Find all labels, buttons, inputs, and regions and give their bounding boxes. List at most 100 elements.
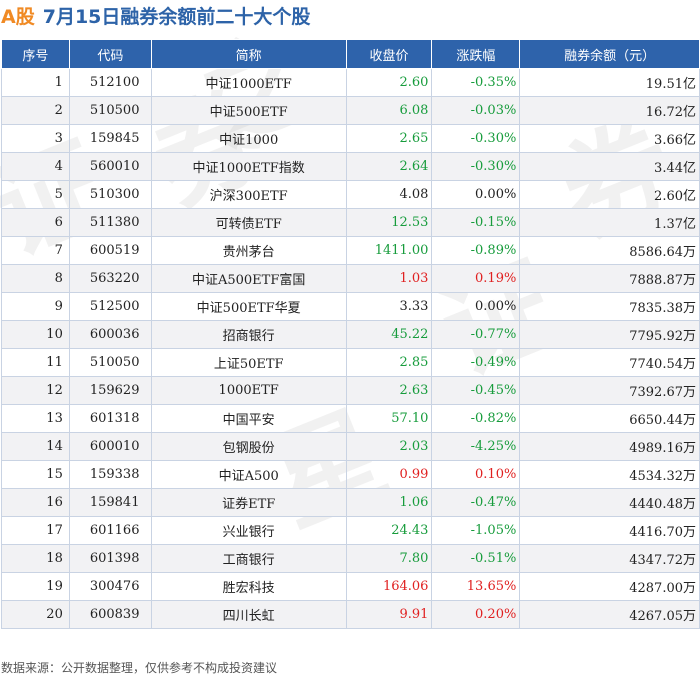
- stock-name: 中证500ETF: [150, 96, 347, 125]
- row-index: 3: [1, 124, 70, 153]
- stock-name: 可转债ETF: [150, 208, 347, 237]
- stock-code: 510300: [68, 180, 152, 209]
- stock-code: 159845: [68, 124, 152, 153]
- table-row: 7 600519 贵州茅台 1411.00 -0.89% 8586.64万: [1, 236, 700, 265]
- short-balance: 4416.70万: [519, 516, 700, 545]
- stock-name: 工商银行: [150, 544, 347, 573]
- table-row: 2 510500 中证500ETF 6.08 -0.03% 16.72亿: [1, 96, 700, 125]
- stock-name: 胜宏科技: [150, 572, 347, 601]
- column-header-change: 涨跌幅: [431, 39, 521, 69]
- short-balance: 19.51亿: [519, 68, 700, 97]
- column-header-short-balance: 融券余额（元）: [519, 39, 700, 69]
- price-change: -4.25%: [431, 432, 521, 461]
- stock-code: 601166: [68, 516, 152, 545]
- close-price: 3.33: [345, 292, 433, 321]
- short-balance: 4440.48万: [519, 488, 700, 517]
- row-index: 2: [1, 96, 70, 125]
- stock-code: 510050: [68, 348, 152, 377]
- short-balance: 7740.54万: [519, 348, 700, 377]
- stock-code: 563220: [68, 264, 152, 293]
- stock-code: 560010: [68, 152, 152, 181]
- stock-name: 中国平安: [150, 404, 347, 433]
- short-balance: 4534.32万: [519, 460, 700, 489]
- stock-code: 512500: [68, 292, 152, 321]
- close-price: 24.43: [345, 516, 433, 545]
- row-index: 8: [1, 264, 70, 293]
- column-header-close-price: 收盘价: [345, 39, 433, 69]
- price-change: -1.05%: [431, 516, 521, 545]
- stock-name: 中证A500ETF富国: [150, 264, 347, 293]
- stock-code: 300476: [68, 572, 152, 601]
- close-price: 2.65: [345, 124, 433, 153]
- price-change: 13.65%: [431, 572, 521, 601]
- table-row: 13 601318 中国平安 57.10 -0.82% 6650.44万: [1, 404, 700, 433]
- row-index: 11: [1, 348, 70, 377]
- price-change: -0.89%: [431, 236, 521, 265]
- row-index: 13: [1, 404, 70, 433]
- table-row: 9 512500 中证500ETF华夏 3.33 0.00% 7835.38万: [1, 292, 700, 321]
- short-balance: 1.37亿: [519, 208, 700, 237]
- row-index: 1: [1, 68, 70, 97]
- row-index: 15: [1, 460, 70, 489]
- short-balance: 6650.44万: [519, 404, 700, 433]
- price-change: -0.47%: [431, 488, 521, 517]
- column-header-index: 序号: [1, 39, 70, 69]
- close-price: 1.03: [345, 264, 433, 293]
- table-row: 12 159629 1000ETF 2.63 -0.45% 7392.67万: [1, 376, 700, 405]
- stock-code: 601398: [68, 544, 152, 573]
- row-index: 9: [1, 292, 70, 321]
- price-change: 0.10%: [431, 460, 521, 489]
- stock-name: 招商银行: [150, 320, 347, 349]
- short-balance: 3.44亿: [519, 152, 700, 181]
- table-row: 14 600010 包钢股份 2.03 -4.25% 4989.16万: [1, 432, 700, 461]
- table-row: 11 510050 上证50ETF 2.85 -0.49% 7740.54万: [1, 348, 700, 377]
- close-price: 57.10: [345, 404, 433, 433]
- price-change: 0.00%: [431, 180, 521, 209]
- short-balance: 4347.72万: [519, 544, 700, 573]
- table-row: 16 159841 证券ETF 1.06 -0.47% 4440.48万: [1, 488, 700, 517]
- close-price: 0.99: [345, 460, 433, 489]
- stock-code: 600010: [68, 432, 152, 461]
- table-row: 8 563220 中证A500ETF富国 1.03 0.19% 7888.87万: [1, 264, 700, 293]
- source-note: 数据来源：公开数据整理，仅供参考不构成投资建议: [1, 661, 278, 675]
- table-row: 20 600839 四川长虹 9.91 0.20% 4267.05万: [1, 600, 700, 629]
- table-row: 18 601398 工商银行 7.80 -0.51% 4347.72万: [1, 544, 700, 573]
- row-index: 18: [1, 544, 70, 573]
- short-balance: 3.66亿: [519, 124, 700, 153]
- close-price: 2.63: [345, 376, 433, 405]
- close-price: 7.80: [345, 544, 433, 573]
- stock-name: 中证1000: [150, 124, 347, 153]
- row-index: 16: [1, 488, 70, 517]
- stock-code: 600519: [68, 236, 152, 265]
- column-header-code: 代码: [68, 39, 152, 69]
- stock-code: 512100: [68, 68, 152, 97]
- close-price: 2.64: [345, 152, 433, 181]
- row-index: 10: [1, 320, 70, 349]
- short-balance: 8586.64万: [519, 236, 700, 265]
- stock-name: 中证1000ETF: [150, 68, 347, 97]
- stock-code: 159841: [68, 488, 152, 517]
- close-price: 4.08: [345, 180, 433, 209]
- stock-name: 兴业银行: [150, 516, 347, 545]
- table-row: 17 601166 兴业银行 24.43 -1.05% 4416.70万: [1, 516, 700, 545]
- row-index: 19: [1, 572, 70, 601]
- stock-name: 中证500ETF华夏: [150, 292, 347, 321]
- stock-code: 600839: [68, 600, 152, 629]
- price-change: -0.15%: [431, 208, 521, 237]
- short-balance: 16.72亿: [519, 96, 700, 125]
- table-row: 4 560010 中证1000ETF指数 2.64 -0.30% 3.44亿: [1, 152, 700, 181]
- stock-code: 159629: [68, 376, 152, 405]
- close-price: 9.91: [345, 600, 433, 629]
- table-row: 5 510300 沪深300ETF 4.08 0.00% 2.60亿: [1, 180, 700, 209]
- price-change: 0.00%: [431, 292, 521, 321]
- table-row: 19 300476 胜宏科技 164.06 13.65% 4287.00万: [1, 572, 700, 601]
- table-body: 1 512100 中证1000ETF 2.60 -0.35% 19.51亿 2 510500 中…: [1, 68, 700, 629]
- short-balance: 4267.05万: [519, 600, 700, 629]
- close-price: 1.06: [345, 488, 433, 517]
- short-balance: 7795.92万: [519, 320, 700, 349]
- table-header-row: 序号 代码 简称 收盘价 涨跌幅 融券余额（元）: [1, 39, 700, 69]
- row-index: 6: [1, 208, 70, 237]
- stock-name: 1000ETF: [150, 376, 347, 405]
- table-row: 15 159338 中证A500 0.99 0.10% 4534.32万: [1, 460, 700, 489]
- row-index: 7: [1, 236, 70, 265]
